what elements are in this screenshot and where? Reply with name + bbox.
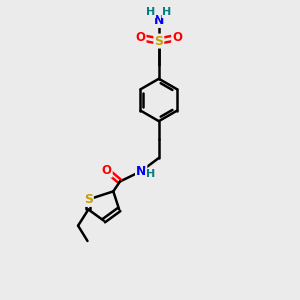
Text: H: H [163, 7, 172, 17]
Text: H: H [146, 7, 155, 17]
Text: O: O [136, 31, 146, 44]
Text: H: H [146, 169, 155, 179]
Text: O: O [172, 31, 182, 44]
Text: O: O [102, 164, 112, 177]
Text: S: S [154, 34, 163, 48]
Text: N: N [154, 14, 164, 27]
Text: N: N [136, 165, 146, 178]
Text: S: S [84, 193, 93, 206]
